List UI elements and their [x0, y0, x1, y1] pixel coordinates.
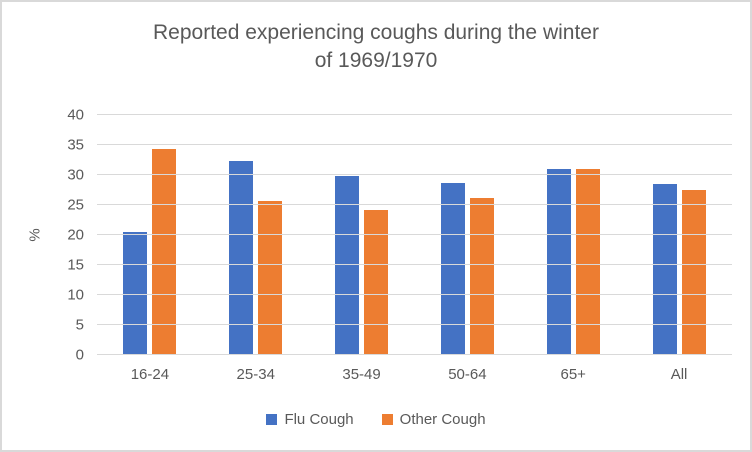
bar-flu-cough-all	[652, 184, 677, 355]
gridline-y-15	[97, 264, 732, 265]
chart-title-line-2: of 1969/1970	[314, 48, 438, 72]
x-tick-label-16-24: 16-24	[130, 366, 170, 383]
gridline-y-5	[97, 324, 732, 325]
bar-other-cough-all	[681, 190, 706, 355]
legend-swatch-icon-flu-cough	[266, 414, 278, 425]
gridline-y-40	[97, 114, 732, 115]
legend-swatch-icon-other-cough	[381, 414, 393, 425]
legend-label-other-cough: Other Cough	[399, 411, 486, 428]
y-tick-label-15: 15	[67, 256, 84, 274]
gridline-y-35	[97, 144, 732, 145]
gridline-y-25	[97, 204, 732, 205]
y-tick-label-40: 40	[67, 106, 84, 124]
gridline-y-10	[97, 294, 732, 295]
x-tick-label-50-64: 50-64	[448, 366, 487, 383]
x-tick-label-35-49: 35-49	[342, 366, 381, 383]
bar-flu-cough-35-49	[335, 175, 360, 355]
y-tick-label-20: 20	[67, 226, 84, 244]
bar-group-35-49	[309, 115, 415, 355]
y-tick-label-35: 35	[67, 136, 84, 154]
bar-flu-cough-65	[546, 169, 571, 355]
gridline-y-0	[97, 354, 732, 355]
gridline-y-30	[97, 174, 732, 175]
chart-title: Reported experiencing coughs during the …	[2, 19, 750, 75]
y-tick-label-10: 10	[67, 286, 84, 304]
bar-flu-cough-16-24	[123, 232, 148, 355]
y-tick-label-5: 5	[75, 316, 84, 334]
chart-title-line-1: Reported experiencing coughs during the …	[153, 21, 599, 44]
gridline-y-20	[97, 234, 732, 235]
bar-groups	[97, 115, 732, 355]
bar-group-50-64	[414, 115, 520, 355]
x-tick-label-65: 65+	[560, 366, 586, 383]
legend: Flu Cough Other Cough	[2, 411, 750, 428]
y-tick-label-0: 0	[75, 346, 84, 364]
bar-group-65	[520, 115, 626, 355]
y-tick-label-25: 25	[67, 196, 84, 214]
plot-area: % 16-24 25-34 35-49 50-64 65+ All 0 5 10 15 20 25 3…	[27, 107, 732, 383]
y-tick-label-30: 30	[67, 166, 84, 184]
bar-other-cough-35-49	[364, 209, 389, 355]
bar-group-16-24	[97, 115, 203, 355]
bar-other-cough-65	[575, 169, 600, 355]
legend-item-other-cough: Other Cough	[381, 411, 486, 428]
x-tick-label-25-34: 25-34	[236, 366, 275, 383]
bar-other-cough-16-24	[152, 148, 177, 355]
legend-label-flu-cough: Flu Cough	[284, 411, 354, 428]
legend-item-flu-cough: Flu Cough	[266, 411, 354, 428]
bar-other-cough-50-64	[469, 197, 494, 355]
bar-other-cough-25-34	[258, 201, 283, 355]
x-axis-labels: 16-24 25-34 35-49 50-64 65+ All	[97, 366, 732, 383]
x-tick-label-all: All	[670, 366, 688, 383]
bar-group-all	[626, 115, 732, 355]
y-axis-title: %	[26, 228, 44, 242]
bar-flu-cough-50-64	[440, 183, 465, 355]
bar-group-25-34	[203, 115, 309, 355]
bar-flu-cough-25-34	[229, 161, 254, 355]
